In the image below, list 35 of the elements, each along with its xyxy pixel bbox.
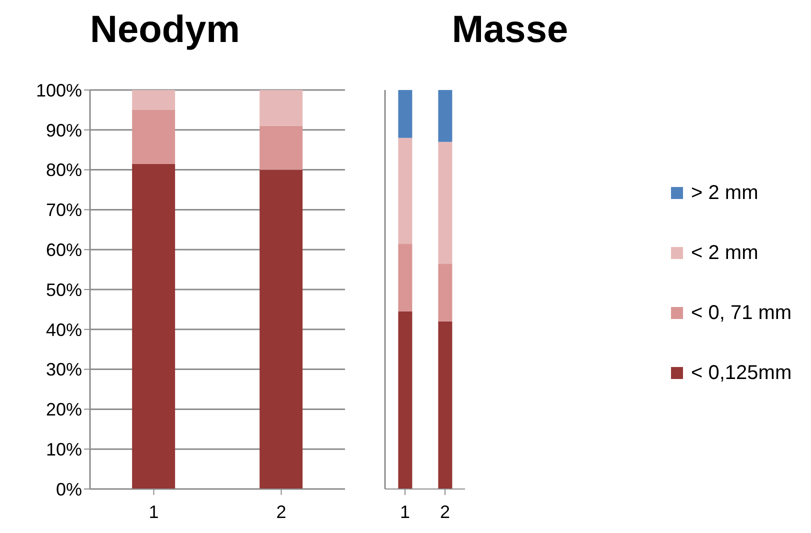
bar [132,90,176,110]
y-tick-label: 0% [56,479,82,500]
chart-title: Masse [450,8,570,53]
chart-title: Neodym [89,8,241,53]
legend-label: < 0, 71 mm [691,302,792,324]
legend-label: < 0,125mm [691,362,792,384]
x-tick-label: 1 [148,502,159,522]
x-tick-label: 1 [400,502,410,522]
legend-label: < 2 mm [691,242,758,264]
y-tick-label: 40% [46,320,82,340]
y-tick-label: 10% [46,439,82,460]
bar [398,311,412,489]
y-tick-label: 20% [46,400,82,420]
y-tick-label: 80% [46,160,82,180]
y-tick-label: 100% [36,80,82,100]
bar [260,126,303,170]
y-tick-label: 90% [46,120,82,140]
bar [398,90,412,138]
bar [438,90,452,142]
y-tick-label: 30% [46,360,82,380]
y-tick-label: 50% [46,280,82,300]
bar [398,138,412,244]
bar [438,321,452,489]
x-tick-label: 2 [440,502,450,522]
y-tick-label: 70% [46,200,82,220]
y-tick-label: 60% [46,240,82,260]
bar [438,142,452,264]
bar [132,164,176,489]
bar [260,170,303,489]
x-tick-label: 2 [276,502,286,522]
bar [260,90,303,126]
bar [438,264,452,322]
legend-label: > 2 mm [691,182,758,204]
bar [398,244,412,312]
bar [132,110,176,164]
